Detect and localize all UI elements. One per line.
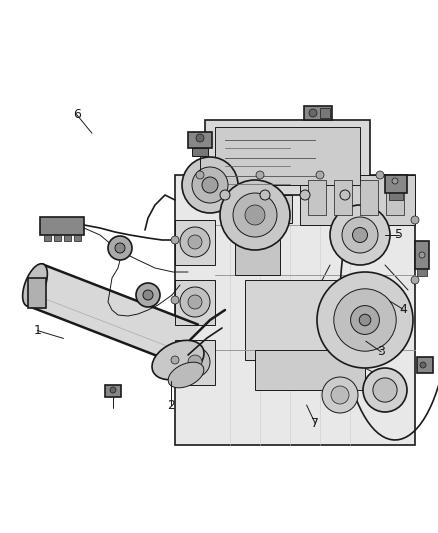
Bar [175, 175, 415, 445]
Bar [300, 175, 415, 225]
Circle shape [353, 228, 367, 243]
Bar [105, 385, 121, 397]
Circle shape [110, 387, 116, 393]
Text: 6: 6 [73, 108, 81, 121]
Bar [334, 180, 352, 215]
Bar [74, 235, 81, 241]
Circle shape [373, 378, 397, 402]
Circle shape [334, 289, 396, 351]
Circle shape [233, 193, 277, 237]
Bar [175, 220, 215, 265]
Text: 3: 3 [377, 345, 385, 358]
Bar [235, 240, 280, 275]
Bar [255, 350, 365, 390]
Circle shape [171, 236, 179, 244]
Bar [308, 180, 326, 215]
Circle shape [317, 272, 413, 368]
Circle shape [363, 368, 407, 412]
Text: 7: 7 [311, 417, 319, 430]
Circle shape [196, 171, 204, 179]
Bar [188, 132, 212, 148]
Circle shape [220, 190, 230, 200]
Bar [40, 217, 84, 235]
Bar [54, 235, 61, 241]
Circle shape [180, 347, 210, 377]
Text: 1: 1 [33, 324, 41, 337]
Text: 5: 5 [395, 228, 403, 241]
Circle shape [188, 235, 202, 249]
Bar [225, 195, 238, 223]
Bar [279, 195, 292, 223]
Bar [215, 127, 360, 185]
Circle shape [331, 386, 349, 404]
Text: 4: 4 [399, 303, 407, 316]
Circle shape [300, 190, 310, 200]
Circle shape [340, 190, 350, 200]
Circle shape [322, 377, 358, 413]
Bar [304, 106, 332, 120]
Circle shape [342, 217, 378, 253]
Circle shape [196, 134, 204, 142]
Circle shape [359, 314, 371, 326]
Bar [320, 108, 330, 118]
Circle shape [350, 305, 379, 334]
Bar [386, 180, 404, 215]
Bar [389, 193, 403, 200]
Circle shape [180, 287, 210, 317]
Circle shape [171, 296, 179, 304]
Circle shape [392, 178, 398, 184]
Bar [64, 235, 71, 241]
Circle shape [245, 205, 265, 225]
Circle shape [136, 283, 160, 307]
Circle shape [411, 276, 419, 284]
Circle shape [411, 216, 419, 224]
Circle shape [256, 171, 264, 179]
Ellipse shape [23, 264, 47, 306]
Bar [243, 195, 256, 223]
Bar [44, 235, 51, 241]
Circle shape [220, 180, 290, 250]
Circle shape [376, 171, 384, 179]
Circle shape [182, 157, 238, 213]
Circle shape [180, 227, 210, 257]
Circle shape [108, 236, 132, 260]
Circle shape [330, 205, 390, 265]
Circle shape [188, 295, 202, 309]
Ellipse shape [152, 341, 204, 379]
Circle shape [115, 243, 125, 253]
Circle shape [192, 167, 228, 203]
Circle shape [309, 109, 317, 117]
Bar [385, 175, 407, 193]
Bar [245, 280, 375, 360]
Polygon shape [27, 264, 198, 366]
Circle shape [420, 362, 426, 368]
Bar [175, 280, 215, 325]
Circle shape [202, 177, 218, 193]
Circle shape [171, 356, 179, 364]
Circle shape [316, 171, 324, 179]
Bar [360, 180, 378, 215]
Bar [417, 269, 427, 276]
Circle shape [260, 190, 270, 200]
Bar [205, 120, 370, 195]
Circle shape [419, 252, 425, 258]
Bar [417, 357, 433, 373]
Bar [192, 148, 208, 156]
Bar [175, 340, 215, 385]
Bar [261, 195, 274, 223]
Bar [415, 241, 429, 269]
Circle shape [143, 290, 153, 300]
Ellipse shape [168, 362, 204, 388]
Text: 2: 2 [167, 399, 175, 411]
Circle shape [188, 355, 202, 369]
Bar [28, 278, 46, 308]
